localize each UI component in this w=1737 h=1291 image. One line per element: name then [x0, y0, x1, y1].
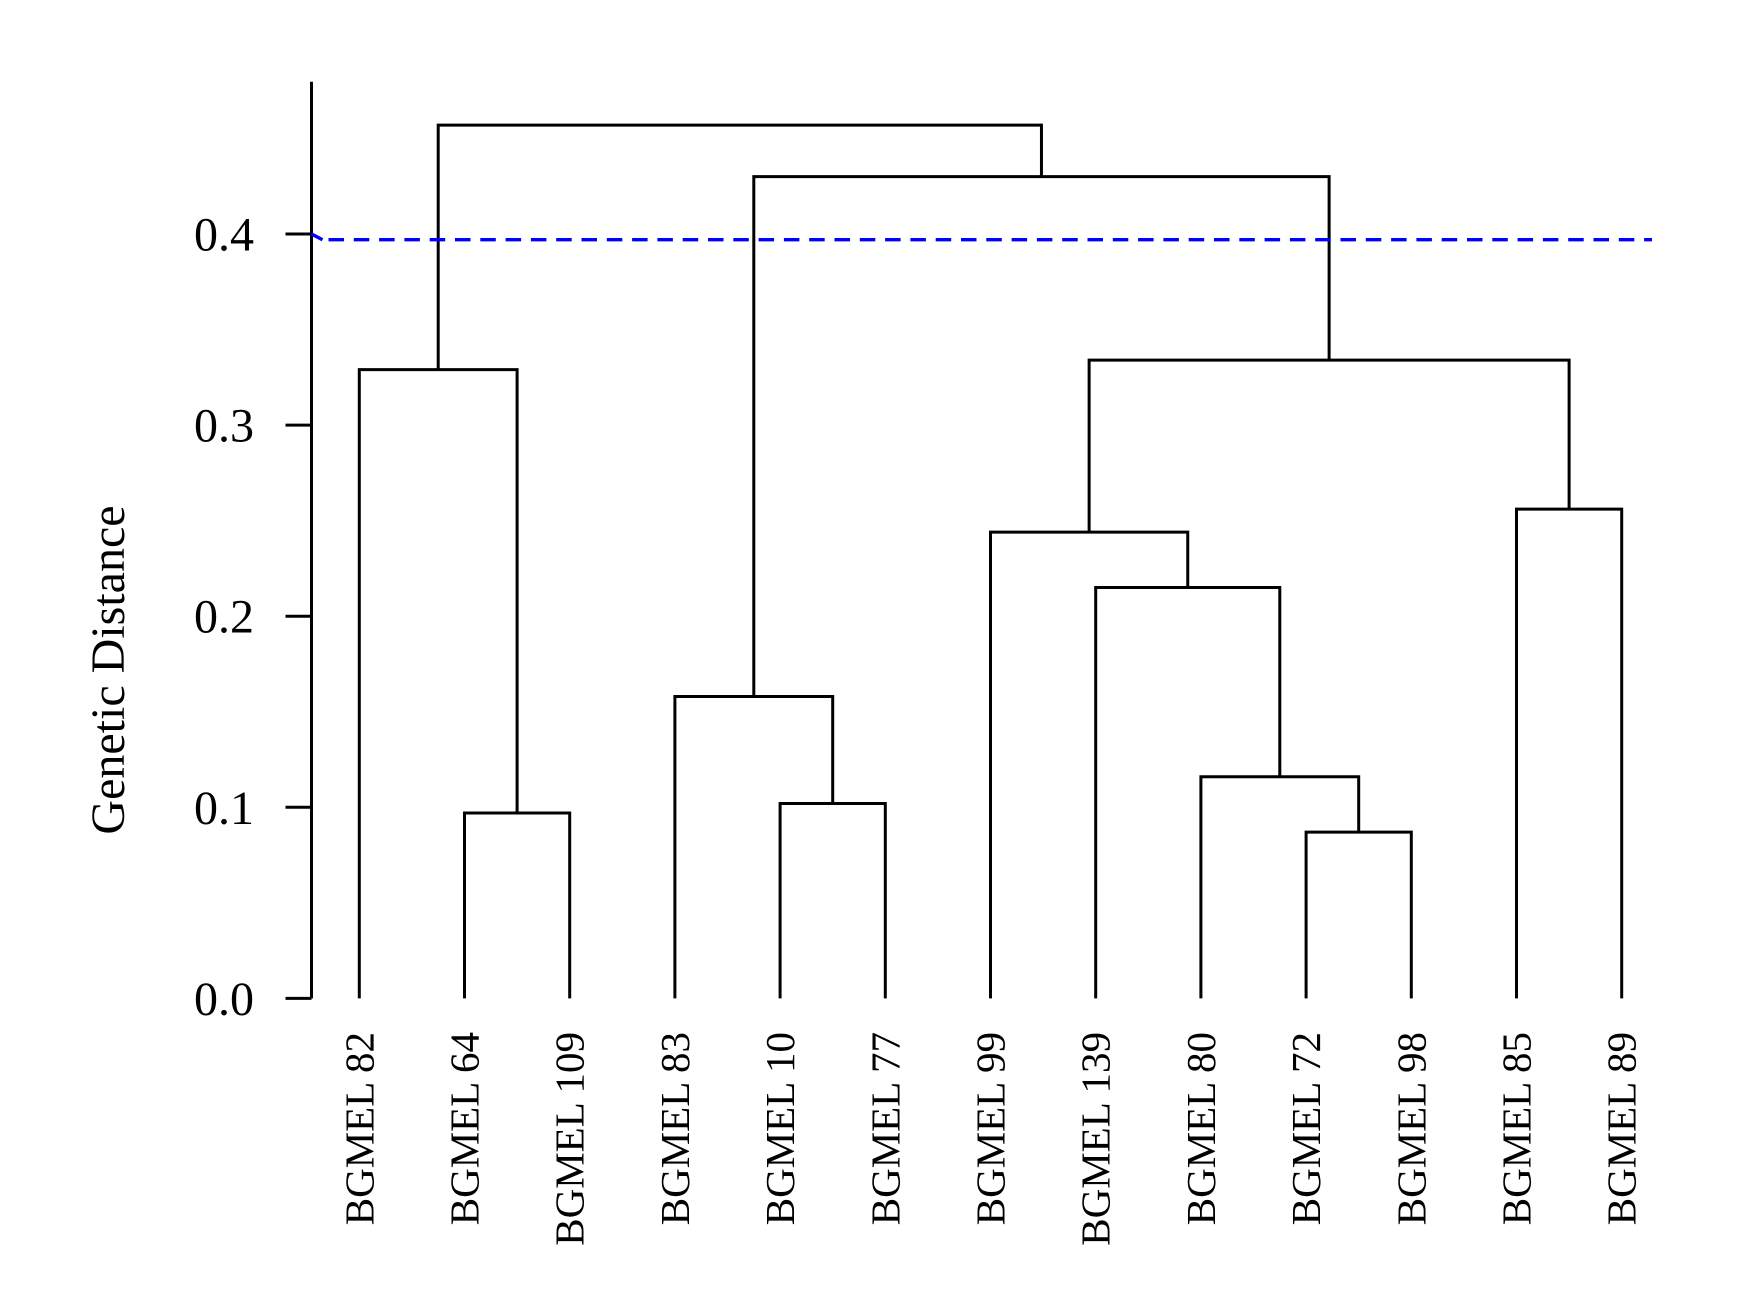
- leaf-label: BGMEL 10: [757, 1032, 803, 1225]
- dendrogram-branch: [357, 368, 519, 999]
- leaf-label: BGMEL 139: [1073, 1032, 1119, 1246]
- leaf-label: BGMEL 89: [1599, 1032, 1645, 1225]
- dendrogram-branch: [1087, 358, 1571, 533]
- y-tick-label: 0.0: [194, 973, 254, 1026]
- leaf-labels: BGMEL 82 BGMEL 64 BGMEL 109 BGMEL 83 BGMEL 1…: [336, 1032, 1644, 1246]
- dendrogram-branch: [463, 811, 572, 999]
- y-tick-label: 0.4: [194, 209, 254, 262]
- y-axis: 0.0 0.1 0.2 0.3 0.4: [194, 81, 313, 1026]
- dendrogram-branch: [752, 175, 1331, 697]
- leaf-label: BGMEL 72: [1283, 1032, 1329, 1225]
- dendrogram-branch: [1515, 507, 1624, 999]
- leaf-label: BGMEL 83: [652, 1032, 698, 1225]
- leaf-label: BGMEL 98: [1388, 1032, 1434, 1225]
- leaf-label: BGMEL 64: [442, 1032, 488, 1225]
- threshold-connector: [310, 232, 324, 242]
- dendrogram-branch: [436, 123, 1043, 370]
- dendrogram-branch: [1304, 830, 1413, 999]
- y-axis-title: Genetic Distance: [82, 505, 135, 834]
- dendrogram-branch: [1199, 775, 1361, 999]
- leaf-label: BGMEL 109: [547, 1032, 593, 1246]
- leaf-label: BGMEL 85: [1494, 1032, 1540, 1225]
- dendrogram-branch: [989, 530, 1190, 999]
- y-tick-label: 0.1: [194, 782, 254, 835]
- leaf-label: BGMEL 80: [1178, 1032, 1224, 1225]
- dendrogram-branch: [778, 801, 887, 999]
- leaf-label: BGMEL 77: [862, 1032, 908, 1225]
- dendrogram-branches: [357, 123, 1624, 999]
- dendrogram-branch: [673, 694, 835, 999]
- threshold-line-group: [310, 232, 1652, 242]
- dendrogram-branch: [1094, 586, 1282, 999]
- leaf-label: BGMEL 82: [336, 1032, 382, 1225]
- leaf-label: BGMEL 99: [968, 1032, 1014, 1225]
- y-tick-label: 0.3: [194, 400, 254, 453]
- y-tick-label: 0.2: [194, 591, 254, 644]
